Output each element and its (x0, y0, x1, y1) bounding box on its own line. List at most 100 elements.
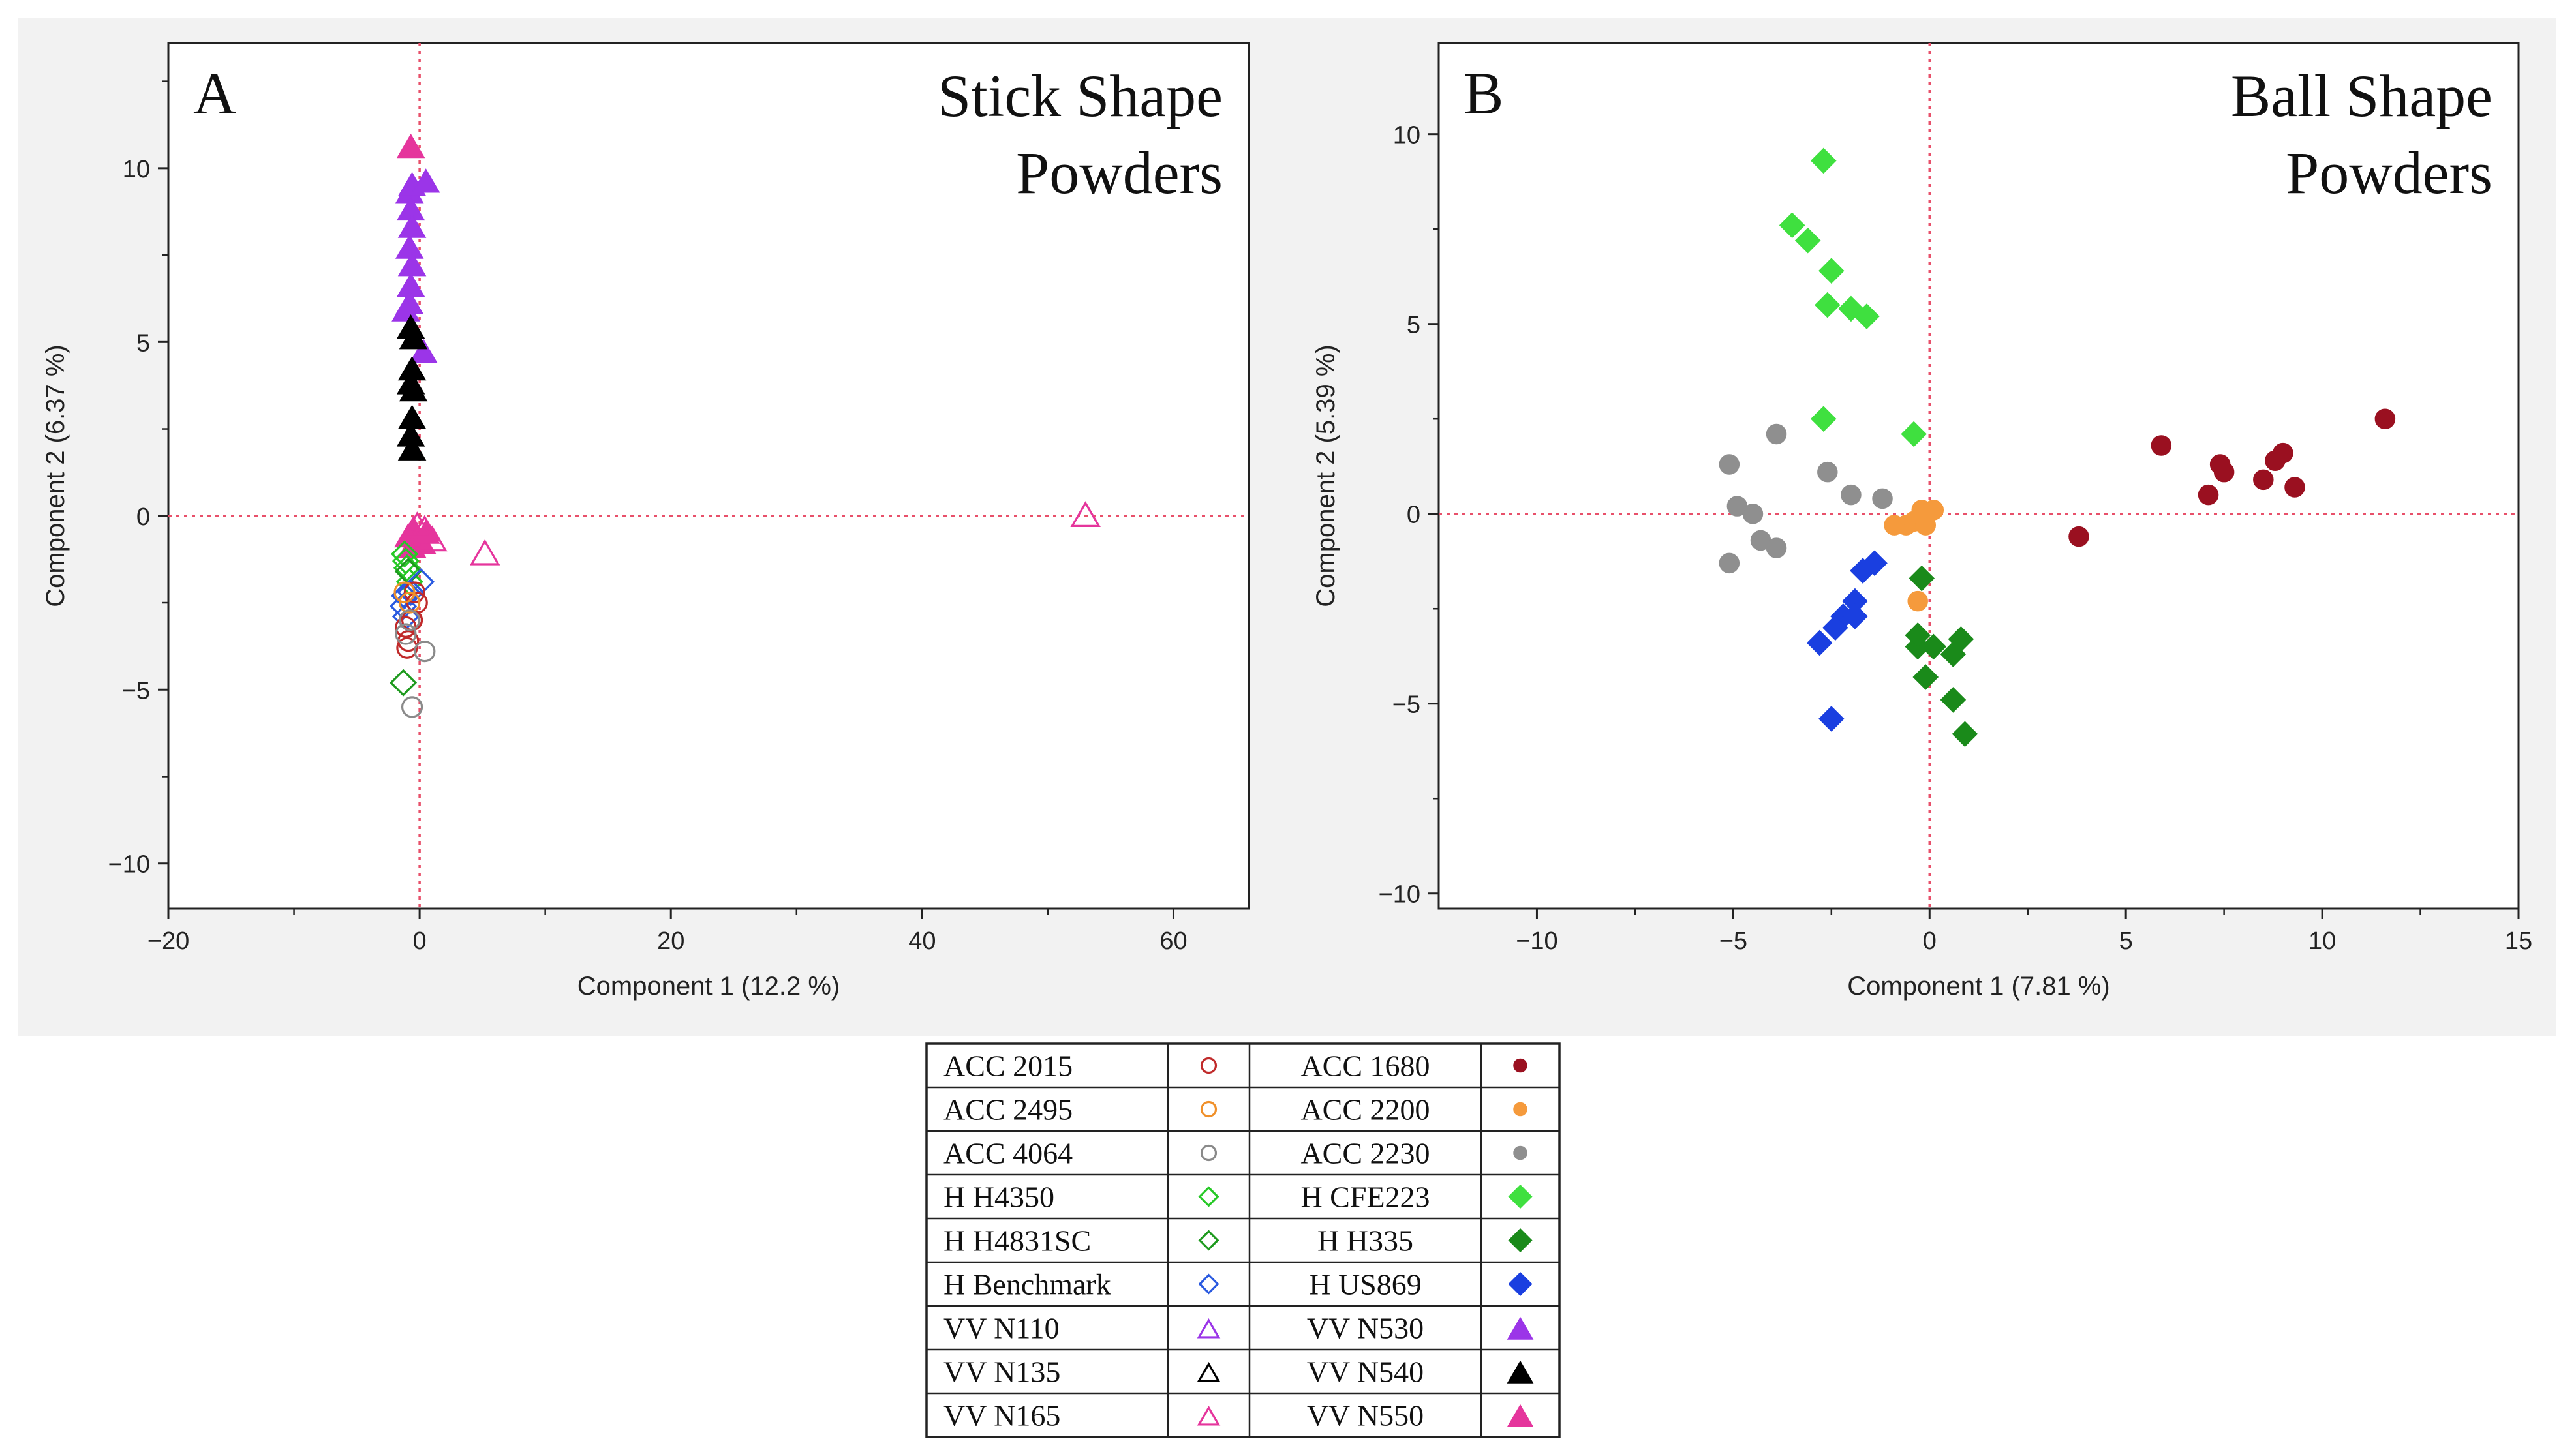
data-point-acc-1680 (2284, 477, 2305, 498)
data-point-acc-2495 (399, 592, 421, 614)
data-point-acc-1680 (2198, 484, 2219, 506)
legend-label: H H4350 (943, 1181, 1054, 1214)
panel-label: A (193, 60, 236, 127)
data-point-acc-2015 (396, 637, 418, 659)
data-point-acc-2230 (1742, 503, 1764, 524)
x-tick-label: 40 (908, 928, 936, 955)
data-point-h-us869 (1806, 629, 1833, 656)
legend-marker-vv-n530 (1507, 1316, 1534, 1340)
data-point-h-benchmark (390, 582, 419, 610)
data-point-h-us869 (1842, 603, 1868, 629)
data-point-h-cfe223 (1814, 292, 1841, 318)
data-point-h-cfe223 (1810, 147, 1837, 174)
data-point-vv-n530 (391, 297, 420, 322)
x-axis-label: Component 1 (12.2 %) (577, 972, 840, 1001)
legend-label: H US869 (1309, 1268, 1422, 1301)
y-tick-label: 0 (1407, 502, 1420, 529)
plot-area (167, 42, 1250, 910)
data-point-vv-n540 (397, 436, 427, 461)
legend-marker-h-h4350 (1198, 1186, 1219, 1207)
legend-label: VV N550 (1307, 1399, 1424, 1432)
legend-frame (925, 1042, 1561, 1438)
data-point-acc-1680 (2068, 526, 2089, 547)
legend-marker-acc-4064 (1200, 1144, 1218, 1162)
legend-marker-h-benchmark (1198, 1273, 1219, 1295)
legend-label: H CFE223 (1300, 1181, 1430, 1214)
data-point-acc-2230 (1719, 552, 1740, 574)
data-point-h-h335 (1909, 565, 1935, 592)
data-point-vv-n165 (1070, 501, 1101, 527)
data-point-h-cfe223 (1779, 212, 1805, 239)
data-point-h-cfe223 (1901, 421, 1927, 447)
legend-label: ACC 2495 (943, 1093, 1073, 1127)
data-point-h-h335 (1940, 687, 1967, 713)
data-point-acc-2230 (1841, 484, 1862, 506)
data-point-vv-n530 (411, 168, 440, 193)
legend-marker-h-h4831sc (1198, 1230, 1219, 1251)
data-point-acc-4064 (401, 696, 423, 718)
x-tick-label: −10 (1516, 928, 1557, 955)
legend-marker-acc-2200 (1513, 1102, 1527, 1117)
y-tick-label: 5 (1407, 312, 1420, 339)
y-tick-label: 10 (123, 156, 150, 183)
data-point-vv-n550 (396, 133, 425, 159)
panel-label: B (1464, 60, 1503, 127)
y-axis-label: Component 2 (5.39 %) (1311, 344, 1340, 607)
x-tick-label: 0 (413, 928, 427, 955)
data-point-h-cfe223 (1818, 258, 1845, 284)
legend-label: VV N165 (943, 1399, 1060, 1432)
data-point-h-us869 (1822, 614, 1848, 641)
x-tick-label: 0 (1923, 928, 1937, 955)
legend-label: ACC 2200 (1300, 1093, 1430, 1127)
data-point-h-h335 (1952, 721, 1978, 748)
legend-label: ACC 1680 (1300, 1050, 1430, 1083)
data-point-vv-n530 (397, 213, 427, 238)
legend-marker-acc-2495 (1200, 1100, 1218, 1118)
legend-label: VV N540 (1307, 1355, 1424, 1389)
y-axis-label: Component 2 (6.37 %) (41, 344, 70, 607)
legend-marker-vv-n540 (1507, 1360, 1534, 1384)
legend-label: VV N110 (943, 1312, 1060, 1345)
data-point-acc-4064 (399, 609, 421, 631)
data-point-h-h335 (1905, 622, 1931, 648)
legend-label: H H4831SC (943, 1224, 1091, 1258)
y-tick-label: −5 (122, 677, 150, 704)
plot-area (1437, 42, 2520, 910)
legend-marker-acc-2230 (1513, 1145, 1527, 1160)
data-point-acc-1680 (2374, 408, 2396, 429)
data-point-vv-n540 (399, 376, 428, 402)
data-point-h-cfe223 (1794, 227, 1821, 254)
chart-title-line-1: Stick Shape (938, 63, 1223, 129)
legend-label: VV N530 (1307, 1312, 1424, 1345)
data-point-vv-n530 (409, 339, 438, 363)
data-point-h-h335 (1948, 626, 1974, 652)
x-tick-label: −20 (147, 928, 189, 955)
data-point-h-cfe223 (1854, 303, 1880, 329)
x-tick-label: 60 (1159, 928, 1187, 955)
legend-label: ACC 2015 (943, 1050, 1073, 1083)
data-point-acc-4064 (414, 641, 436, 663)
x-tick-label: 20 (657, 928, 684, 955)
legend-label: H H335 (1317, 1224, 1413, 1258)
y-tick-label: 5 (136, 329, 150, 357)
y-tick-label: −10 (1379, 881, 1420, 909)
data-point-acc-1680 (2151, 435, 2172, 456)
data-point-h-h4350 (390, 540, 419, 568)
chart-title-line-2: Powders (2286, 140, 2492, 206)
data-point-h-cfe223 (1810, 406, 1837, 432)
y-tick-label: 10 (1393, 122, 1420, 149)
x-axis-label: Component 1 (7.81 %) (1847, 972, 2109, 1001)
data-point-h-h335 (1920, 633, 1947, 660)
data-point-acc-2230 (1872, 488, 1893, 509)
x-tick-label: 10 (2308, 928, 2336, 955)
data-point-acc-1680 (2213, 461, 2235, 483)
data-point-acc-2200 (1884, 515, 1905, 536)
legend-marker-vv-n550 (1507, 1404, 1534, 1427)
chart-title-line-2: Powders (1016, 140, 1223, 206)
x-tick-label: 15 (2505, 928, 2532, 955)
data-point-acc-1680 (2273, 442, 2293, 464)
legend-marker-h-us869 (1508, 1271, 1533, 1297)
data-point-h-h335 (1912, 664, 1939, 690)
data-point-vv-n165 (409, 515, 440, 541)
